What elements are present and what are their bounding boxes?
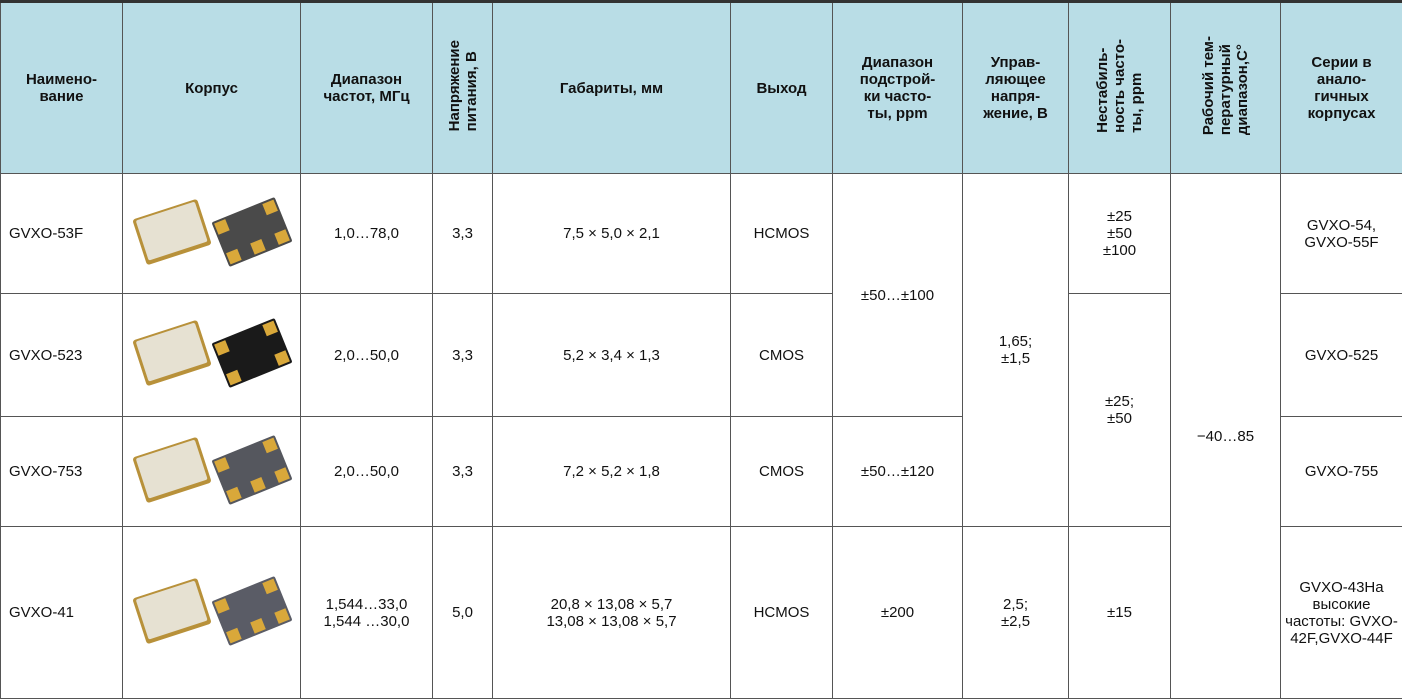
cell: HCMOS [731,527,833,699]
chip-drawing [124,425,300,515]
cell: GVXO-755 [1281,417,1402,527]
cell: CMOS [731,294,833,417]
chip-drawing [124,308,300,398]
package-image [123,294,301,417]
header-cell: Корпус [123,2,301,174]
header-cell: Управ- ляющее напря- жение, В [963,2,1069,174]
cell: GVXO-523 [1,294,123,417]
cell: 2,5; ±2,5 [963,527,1069,699]
cell: 7,5 × 5,0 × 2,1 [493,174,731,294]
package-image [123,174,301,294]
cell: 3,3 [433,174,493,294]
header-cell: Напряжение питания, В [433,2,493,174]
cell: GVXO-43На высокие частоты: GVXO-42F,GVXO… [1281,527,1402,699]
cell: 3,3 [433,417,493,527]
cell: GVXO-753 [1,417,123,527]
cell: 2,0…50,0 [301,417,433,527]
cell: ±25 ±50 ±100 [1069,174,1171,294]
cell: 1,544…33,0 1,544 …30,0 [301,527,433,699]
header-text: Рабочий тем- пературный диапазон,С° [1200,36,1251,135]
cell: 1,0…78,0 [301,174,433,294]
header-cell: Диапазон подстрой- ки часто- ты, ppm [833,2,963,174]
package-image [123,527,301,699]
cell: 20,8 × 13,08 × 5,7 13,08 × 13,08 × 5,7 [493,527,731,699]
header-text: Нестабиль- ность часто- ты, ppm [1094,39,1145,133]
cell: CMOS [731,417,833,527]
header-row: Наимено- вание Корпус Диапазон частот, М… [1,2,1402,174]
cell: −40…85 [1171,174,1281,699]
header-cell: Нестабиль- ность часто- ты, ppm [1069,2,1171,174]
header-cell: Наимено- вание [1,2,123,174]
header-cell: Выход [731,2,833,174]
header-cell: Диапазон частот, МГц [301,2,433,174]
header-cell: Рабочий тем- пературный диапазон,С° [1171,2,1281,174]
cell: 5,0 [433,527,493,699]
cell: HCMOS [731,174,833,294]
row: GVXO-53F 1,0…78,0 3,3 7,5 × 5,0 × 2,1 HC… [1,174,1402,294]
cell: GVXO-525 [1281,294,1402,417]
cell: ±50…±100 [833,174,963,417]
cell: ±15 [1069,527,1171,699]
header-cell: Габариты, мм [493,2,731,174]
chip-drawing [124,187,300,277]
header-text: Напряжение питания, В [446,40,480,131]
cell: 2,0…50,0 [301,294,433,417]
cell: GVXO-53F [1,174,123,294]
cell: 5,2 × 3,4 × 1,3 [493,294,731,417]
cell: GVXO-54, GVXO-55F [1281,174,1402,294]
package-image [123,417,301,527]
cell: 7,2 × 5,2 × 1,8 [493,417,731,527]
chip-drawing [124,566,300,656]
cell: 3,3 [433,294,493,417]
cell: 1,65; ±1,5 [963,174,1069,527]
cell: ±50…±120 [833,417,963,527]
cell: ±200 [833,527,963,699]
header-cell: Серии в анало- гичных корпусах [1281,2,1402,174]
cell: ±25; ±50 [1069,294,1171,527]
cell: GVXO-41 [1,527,123,699]
